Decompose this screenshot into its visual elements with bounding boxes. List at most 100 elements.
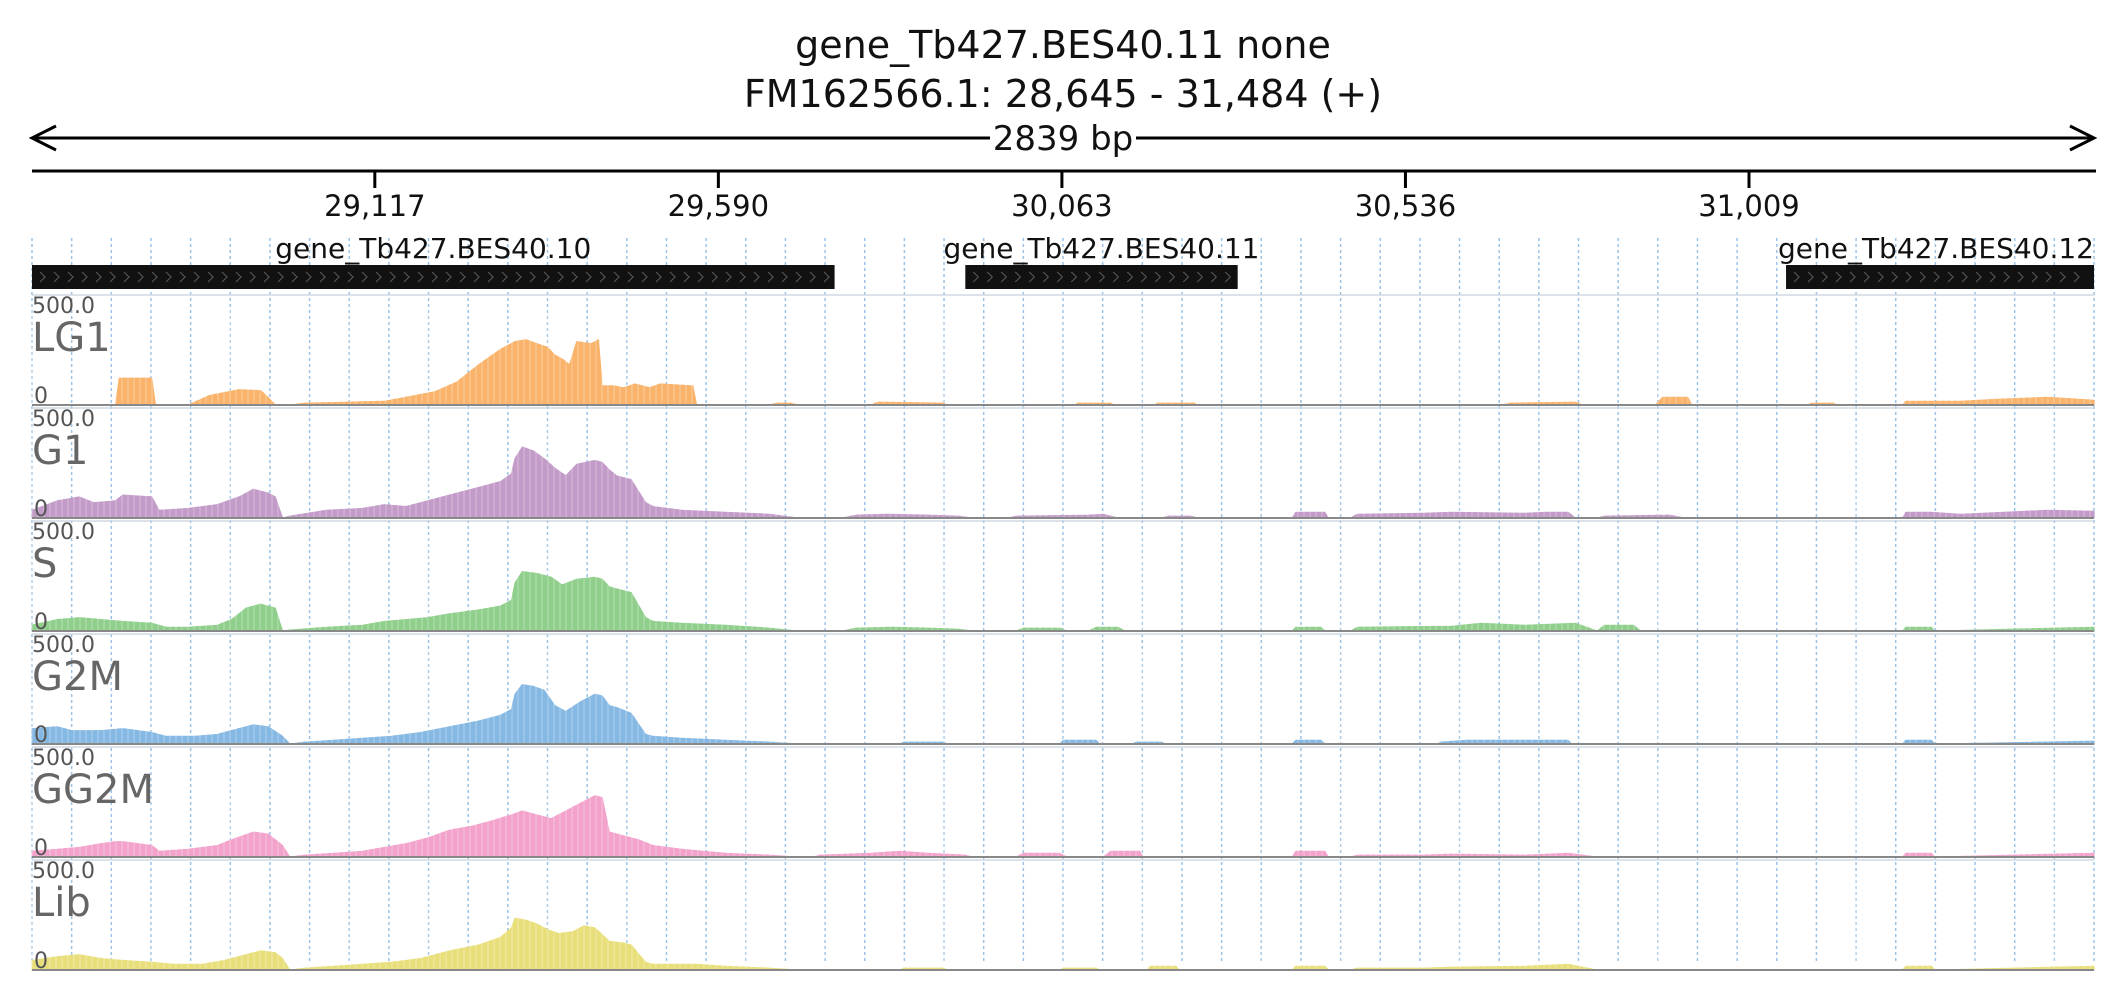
strand-chevron [1000,271,1008,283]
strand-chevron [417,271,424,283]
y-min-label: 0 [34,949,48,974]
strand-chevron [1919,271,1926,283]
strand-chevron [972,271,980,283]
strand-chevron [459,271,466,283]
y-min-label: 0 [34,723,48,748]
strand-chevron [613,271,620,283]
strand-chevron [1947,271,1954,283]
strand-chevron [641,271,648,283]
track-lib: 500.0 0 Lib [31,859,2095,974]
axis-tick-label: 29,117 [324,189,425,223]
strand-chevron [403,271,410,283]
axis-tick-label: 30,063 [1011,189,1112,223]
strand-chevron [711,271,718,283]
strand-chevron [739,271,746,283]
strand-chevron [333,271,340,283]
coverage-area [31,795,2095,858]
strand-chevron [1028,271,1036,283]
strand-chevron [2073,271,2080,283]
strand-chevron [986,271,994,283]
strand-chevron [2031,271,2038,283]
strand-chevron [599,271,606,283]
coverage-area [31,917,2095,971]
strand-chevron [81,271,88,283]
y-min-label: 0 [34,836,48,861]
strand-chevron [319,271,326,283]
track-name: GG2M [32,767,154,813]
strand-chevron [781,271,788,283]
y-max-label: 500.0 [32,859,95,884]
strand-chevron [1196,271,1204,283]
strand-chevron [1793,271,1800,283]
span-label: 2839 bp [993,119,1134,159]
strand-chevron [697,271,704,283]
strand-chevron [823,271,830,283]
strand-chevron [683,271,690,283]
strand-chevron [389,271,396,283]
strand-chevron [501,271,508,283]
strand-chevron [1975,271,1982,283]
strand-chevron [1140,271,1148,283]
strand-chevron [221,271,228,283]
strand-chevron [1070,271,1078,283]
strand-chevron [263,271,270,283]
strand-chevron [277,271,284,283]
strand-chevron [109,271,116,283]
strand-chevron [137,271,144,283]
strand-chevron [627,271,634,283]
axis-tick-label: 30,536 [1355,189,1456,223]
strand-chevron [67,271,74,283]
strand-chevron [1891,271,1898,283]
strand-chevron [1849,271,1856,283]
strand-chevron [795,271,802,283]
strand-chevron [1084,271,1092,283]
y-max-label: 500.0 [32,633,95,658]
strand-chevron [571,271,578,283]
strand-chevron [165,271,172,283]
coordinate-axis: 29,117 29,590 30,063 30,536 31,009 [32,169,2096,223]
gene-label: gene_Tb427.BES40.12 [1778,232,2094,265]
track-name: LG1 [32,315,111,361]
strand-chevron [179,271,186,283]
gene-feature [32,265,835,289]
strand-chevron [1905,271,1912,283]
y-min-label: 0 [34,497,48,522]
strand-chevron [1224,271,1232,283]
track-g2m: 500.0 0 G2M [31,633,2095,748]
strand-chevron [53,271,60,283]
strand-chevron [1210,271,1218,283]
strand-chevron [1182,271,1190,283]
strand-chevron [655,271,662,283]
strand-chevron [1112,271,1120,283]
strand-chevron [95,271,102,283]
strand-chevron [1821,271,1828,283]
track-name: S [32,541,57,587]
axis-tick-label: 29,590 [668,189,769,223]
strand-chevron [1126,271,1134,283]
gene-label: gene_Tb427.BES40.10 [275,232,591,265]
coverage-area [32,338,2095,406]
strand-chevron [669,271,676,283]
strand-chevron [1989,271,1996,283]
strand-chevron [151,271,158,283]
locus-label: FM162566.1: 28,645 - 31,484 (+) [744,72,1382,116]
strand-chevron [207,271,214,283]
strand-chevron [1014,271,1022,283]
strand-chevron [529,271,536,283]
span-arrow: 2839 bp [28,118,2098,159]
strand-chevron [767,271,774,283]
strand-chevron [431,271,438,283]
track-name: Lib [32,880,91,926]
coverage-area [31,570,2095,632]
y-min-label: 0 [34,384,48,409]
strand-chevron [1933,271,1940,283]
strand-chevron [473,271,480,283]
gene-track: gene_Tb427.BES40.10 gene_Tb427.BES40.11 ge… [32,232,2094,289]
strand-chevron [543,271,550,283]
strand-chevron [193,271,200,283]
chart-title: gene_Tb427.BES40.11 none [795,23,1331,67]
strand-chevron [2059,271,2066,283]
track-s: 500.0 0 S [31,520,2095,635]
gene-feature [965,265,1238,289]
track-lg1: 500.0 0 LG1 [31,294,2095,409]
